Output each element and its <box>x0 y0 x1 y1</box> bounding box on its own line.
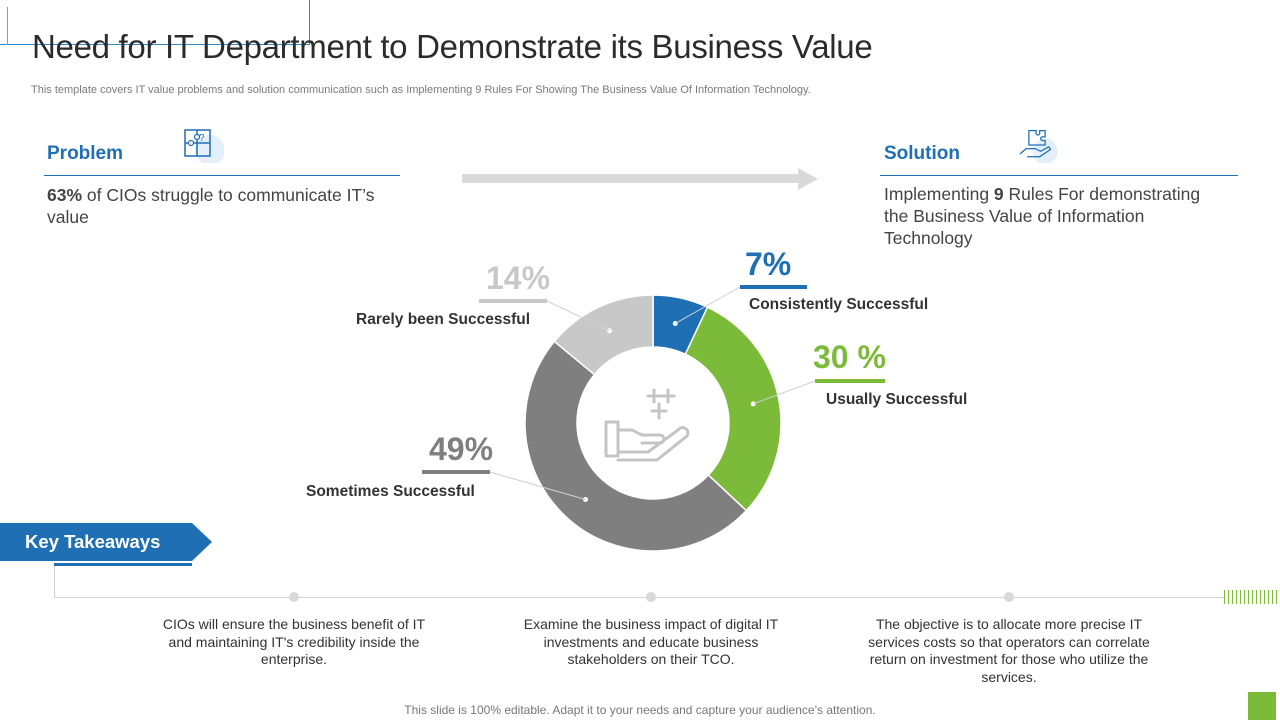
consistently-label: Consistently Successful <box>749 296 929 313</box>
timeline-end-ticks <box>1224 590 1280 604</box>
svg-text:?: ? <box>199 133 205 144</box>
donut-slice-sometimes <box>524 340 748 552</box>
usually-pct-bar <box>815 379 885 383</box>
usually-pct: 30 % <box>813 339 886 375</box>
problem-text: 63% of CIOs struggle to communicate IT’s… <box>47 184 387 228</box>
key-takeaways-underline <box>54 563 192 566</box>
leader-line-usually <box>753 380 816 405</box>
footer-note: This slide is 100% editable. Adapt it to… <box>404 703 876 717</box>
key-takeaways-tag: Key Takeaways <box>0 523 212 561</box>
page-subtitle: This template covers IT value problems a… <box>31 84 811 96</box>
arrow-head <box>798 168 818 190</box>
problem-heading: Problem <box>47 143 124 164</box>
timeline-line <box>54 597 1224 598</box>
donut-chart <box>489 286 816 552</box>
problem-stat: 63% <box>47 185 83 205</box>
timeline-dot <box>1004 592 1014 602</box>
consistently-pct: 7% <box>745 246 792 282</box>
leader-line-sometimes <box>489 471 586 500</box>
timeline-dot <box>289 592 299 602</box>
hand-puzzle-icon <box>1019 129 1058 163</box>
decorative-green-square <box>1248 692 1276 720</box>
solution-text-pre: Implementing <box>884 184 994 204</box>
solution-underline <box>880 175 1238 176</box>
takeaway-text: Examine the business impact of digital I… <box>523 616 779 667</box>
takeaway-text: The objective is to allocate more precis… <box>868 616 1150 685</box>
leader-line-rarely <box>546 300 610 332</box>
rarely-pct-bar <box>479 299 547 303</box>
donut-slice-rarely <box>553 294 654 376</box>
arrow-shaft <box>462 174 798 183</box>
solution-text: Implementing 9 Rules For demonstrating t… <box>884 183 1224 249</box>
sometimes-pct: 49% <box>429 431 494 467</box>
timeline-connector <box>54 566 55 598</box>
donut-slice-usually <box>684 306 782 512</box>
sometimes-pct-bar <box>422 470 490 474</box>
solution-heading: Solution <box>884 143 960 164</box>
page-title: Need for IT Department to Demonstrate it… <box>32 28 873 65</box>
timeline-dot <box>646 592 656 602</box>
usually-label: Usually Successful <box>826 391 968 408</box>
rarely-pct: 14% <box>486 260 551 296</box>
sometimes-label: Sometimes Successful <box>306 483 475 500</box>
takeaway-text: CIOs will ensure the business benefit of… <box>162 616 426 667</box>
problem-underline <box>44 175 400 176</box>
solution-stat: 9 <box>993 184 1004 204</box>
decorative-corner-frame <box>0 0 310 45</box>
consistently-pct-bar <box>740 285 807 289</box>
puzzle-icon: ? <box>184 129 224 163</box>
rarely-label: Rarely been Successful <box>356 311 531 328</box>
problem-description: of CIOs struggle to communicate IT’s val… <box>47 185 375 227</box>
leader-dot-usually <box>750 401 756 407</box>
hand-plus-icon <box>604 388 690 462</box>
leader-dot-sometimes <box>583 497 589 503</box>
leader-line-consistently <box>675 286 741 324</box>
solution-text-post: Rules For demonstrating the Business Val… <box>884 184 1201 248</box>
